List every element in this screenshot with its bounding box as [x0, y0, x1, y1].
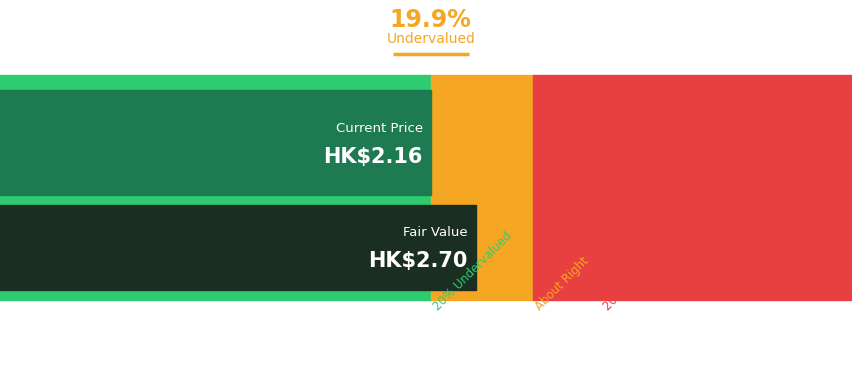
Bar [0, 90, 430, 195]
Bar [0, 205, 475, 290]
Text: 20% Overvalued: 20% Overvalued [601, 234, 679, 313]
Bar [0, 75, 430, 300]
Text: Current Price: Current Price [335, 122, 423, 135]
Text: 19.9%: 19.9% [389, 8, 471, 32]
Bar [430, 75, 532, 300]
Text: About Right: About Right [532, 255, 591, 313]
Bar [532, 75, 852, 300]
Text: 20% Undervalued: 20% Undervalued [430, 230, 514, 313]
Text: HK$2.70: HK$2.70 [368, 252, 468, 271]
Text: Fair Value: Fair Value [403, 226, 468, 239]
Text: HK$2.16: HK$2.16 [323, 147, 423, 166]
Text: Undervalued: Undervalued [386, 32, 475, 46]
